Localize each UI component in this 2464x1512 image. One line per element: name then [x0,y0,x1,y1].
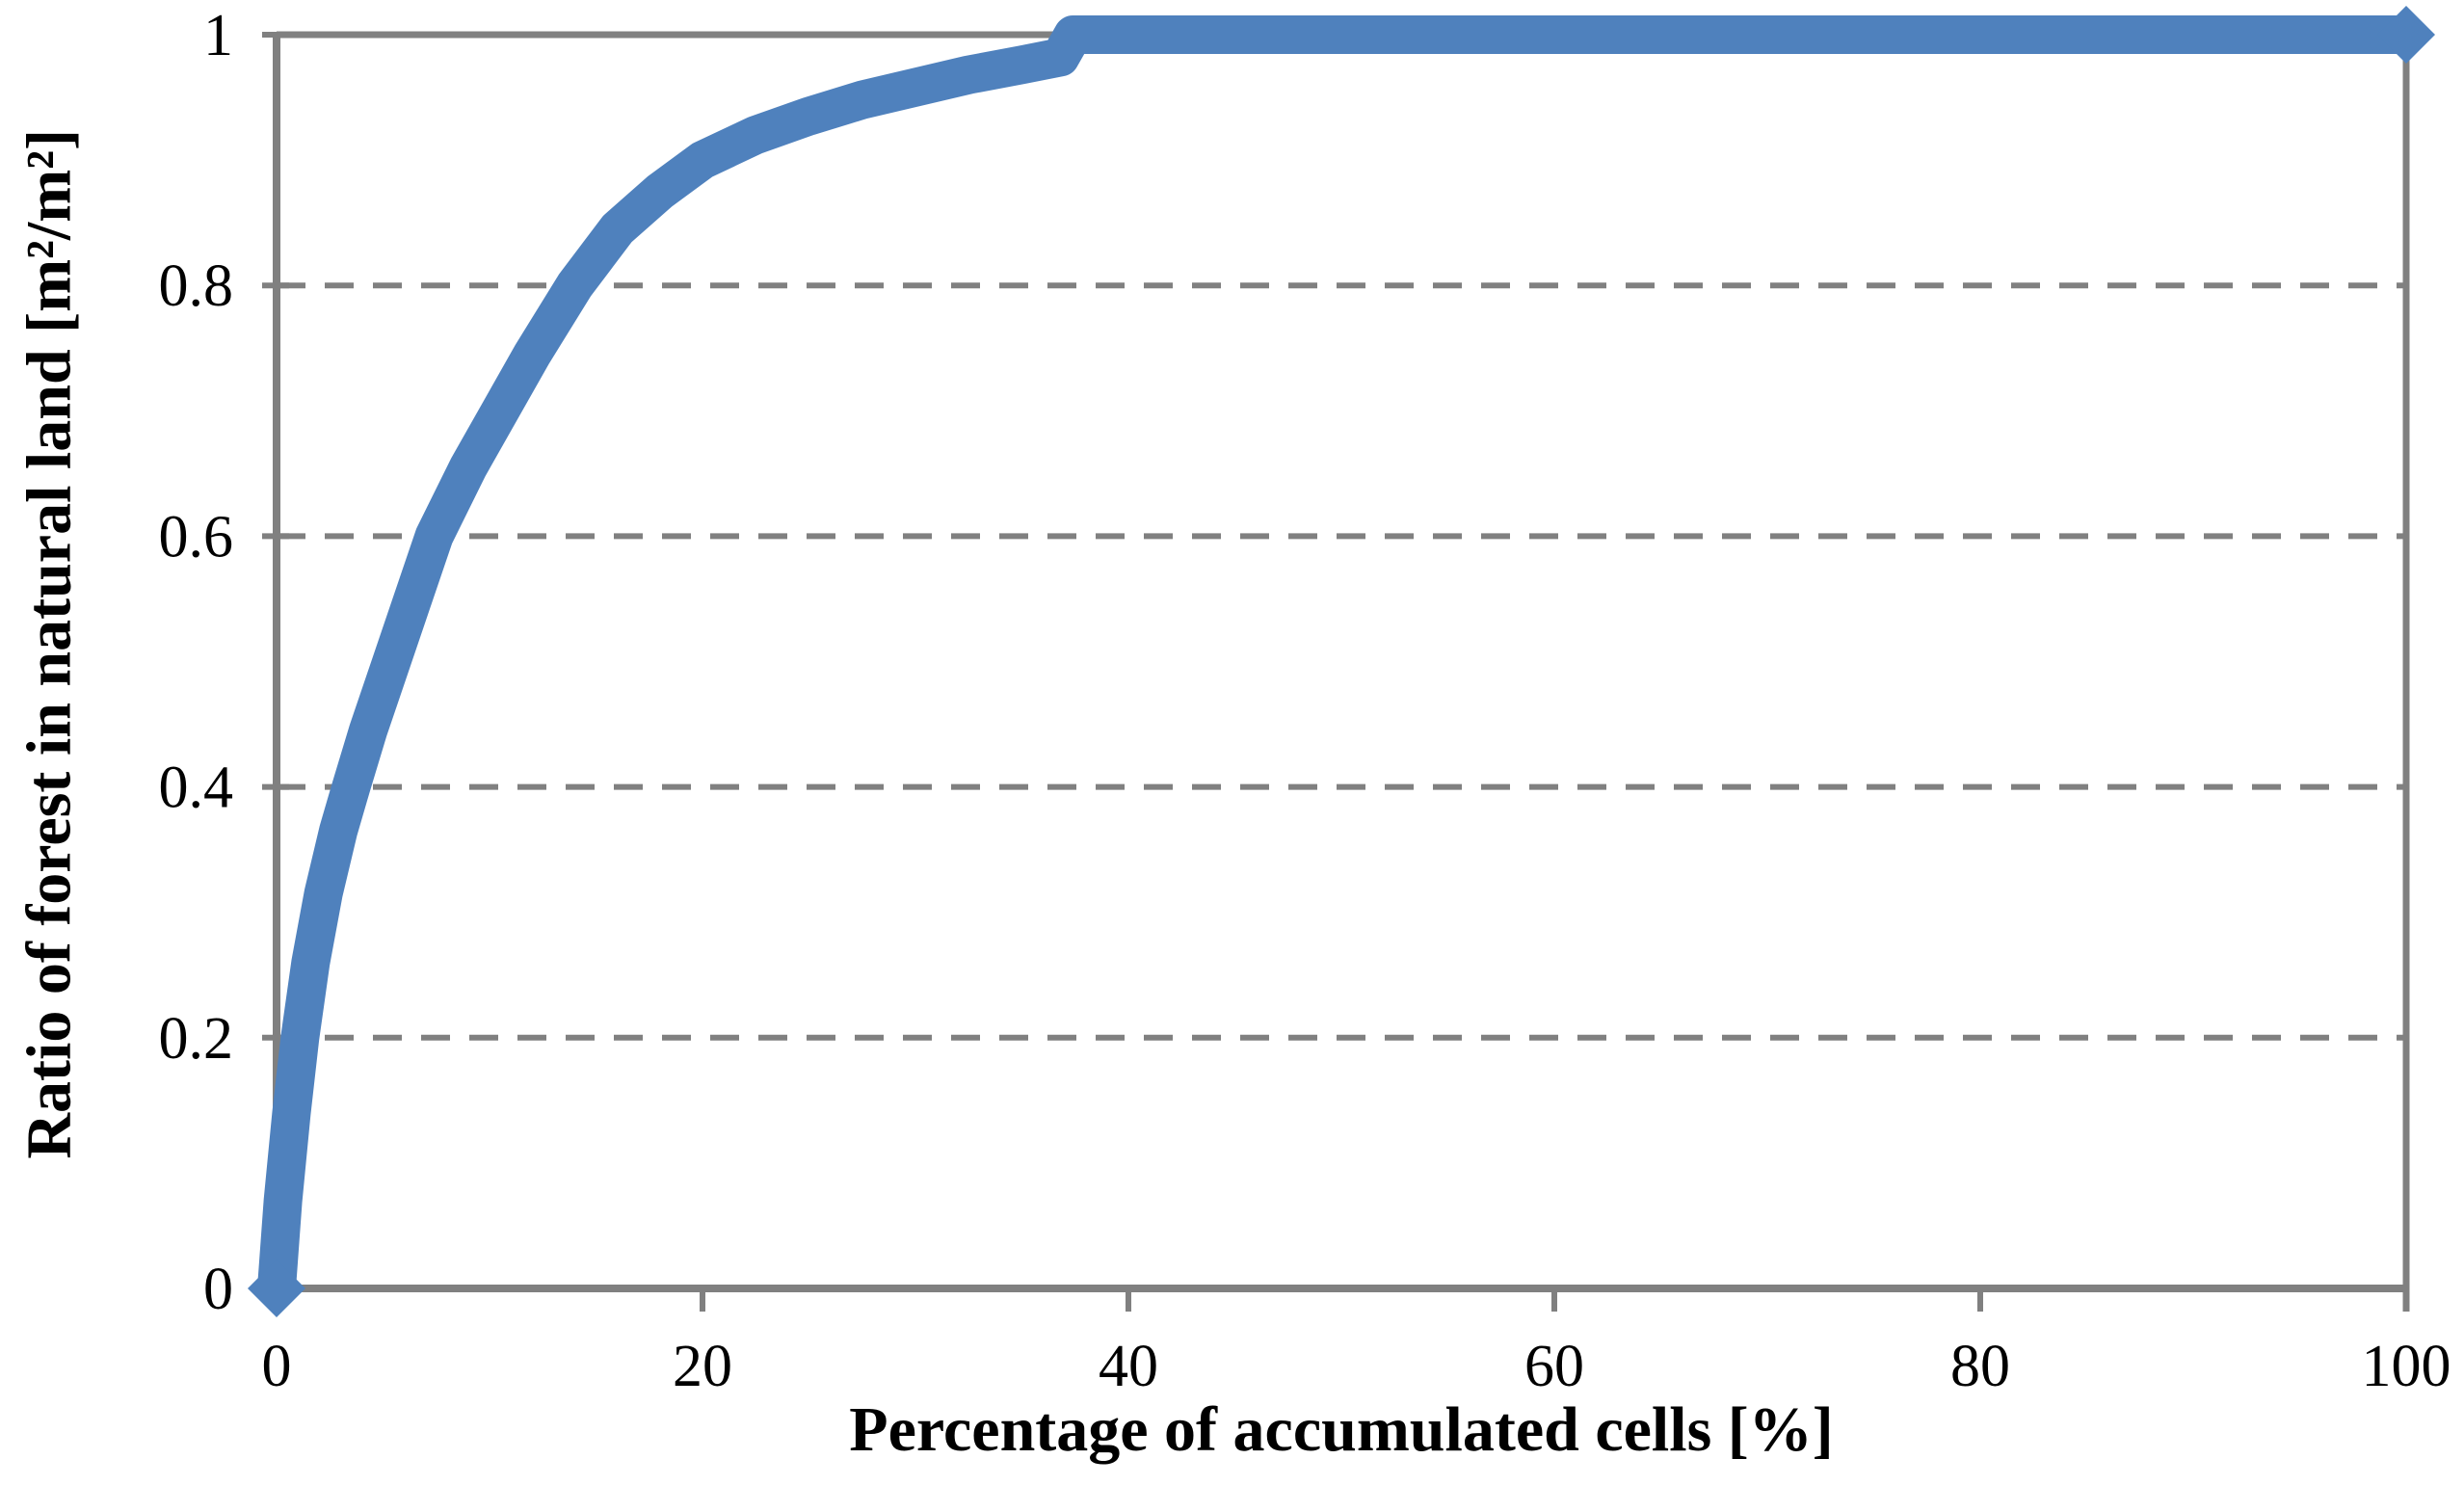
x-tick-label: 0 [262,1334,292,1399]
x-tick-label: 60 [1524,1334,1584,1399]
x-tick-label: 40 [1099,1334,1158,1399]
y-tick-label: 0.8 [159,253,234,319]
x-axis-title: Percentage of accumulated cells [%] [849,1394,1834,1465]
data-curve [257,15,2425,1308]
end-marker-diamond [2377,6,2435,64]
y-tick-label: 0.2 [159,1006,234,1072]
x-tick-label: 80 [1950,1334,2010,1399]
y-tick-label: 1 [203,3,233,68]
y-tick-label: 0 [203,1257,233,1322]
y-tick-label: 0.4 [159,756,234,821]
y-axis-title: Ratio of forest in natural land [m²/m²] [13,128,85,1159]
x-tick-label: 100 [2362,1334,2451,1399]
x-tick-label: 20 [673,1334,732,1399]
end-marker-diamond [248,1260,305,1317]
y-tick-label: 0.6 [159,504,234,570]
